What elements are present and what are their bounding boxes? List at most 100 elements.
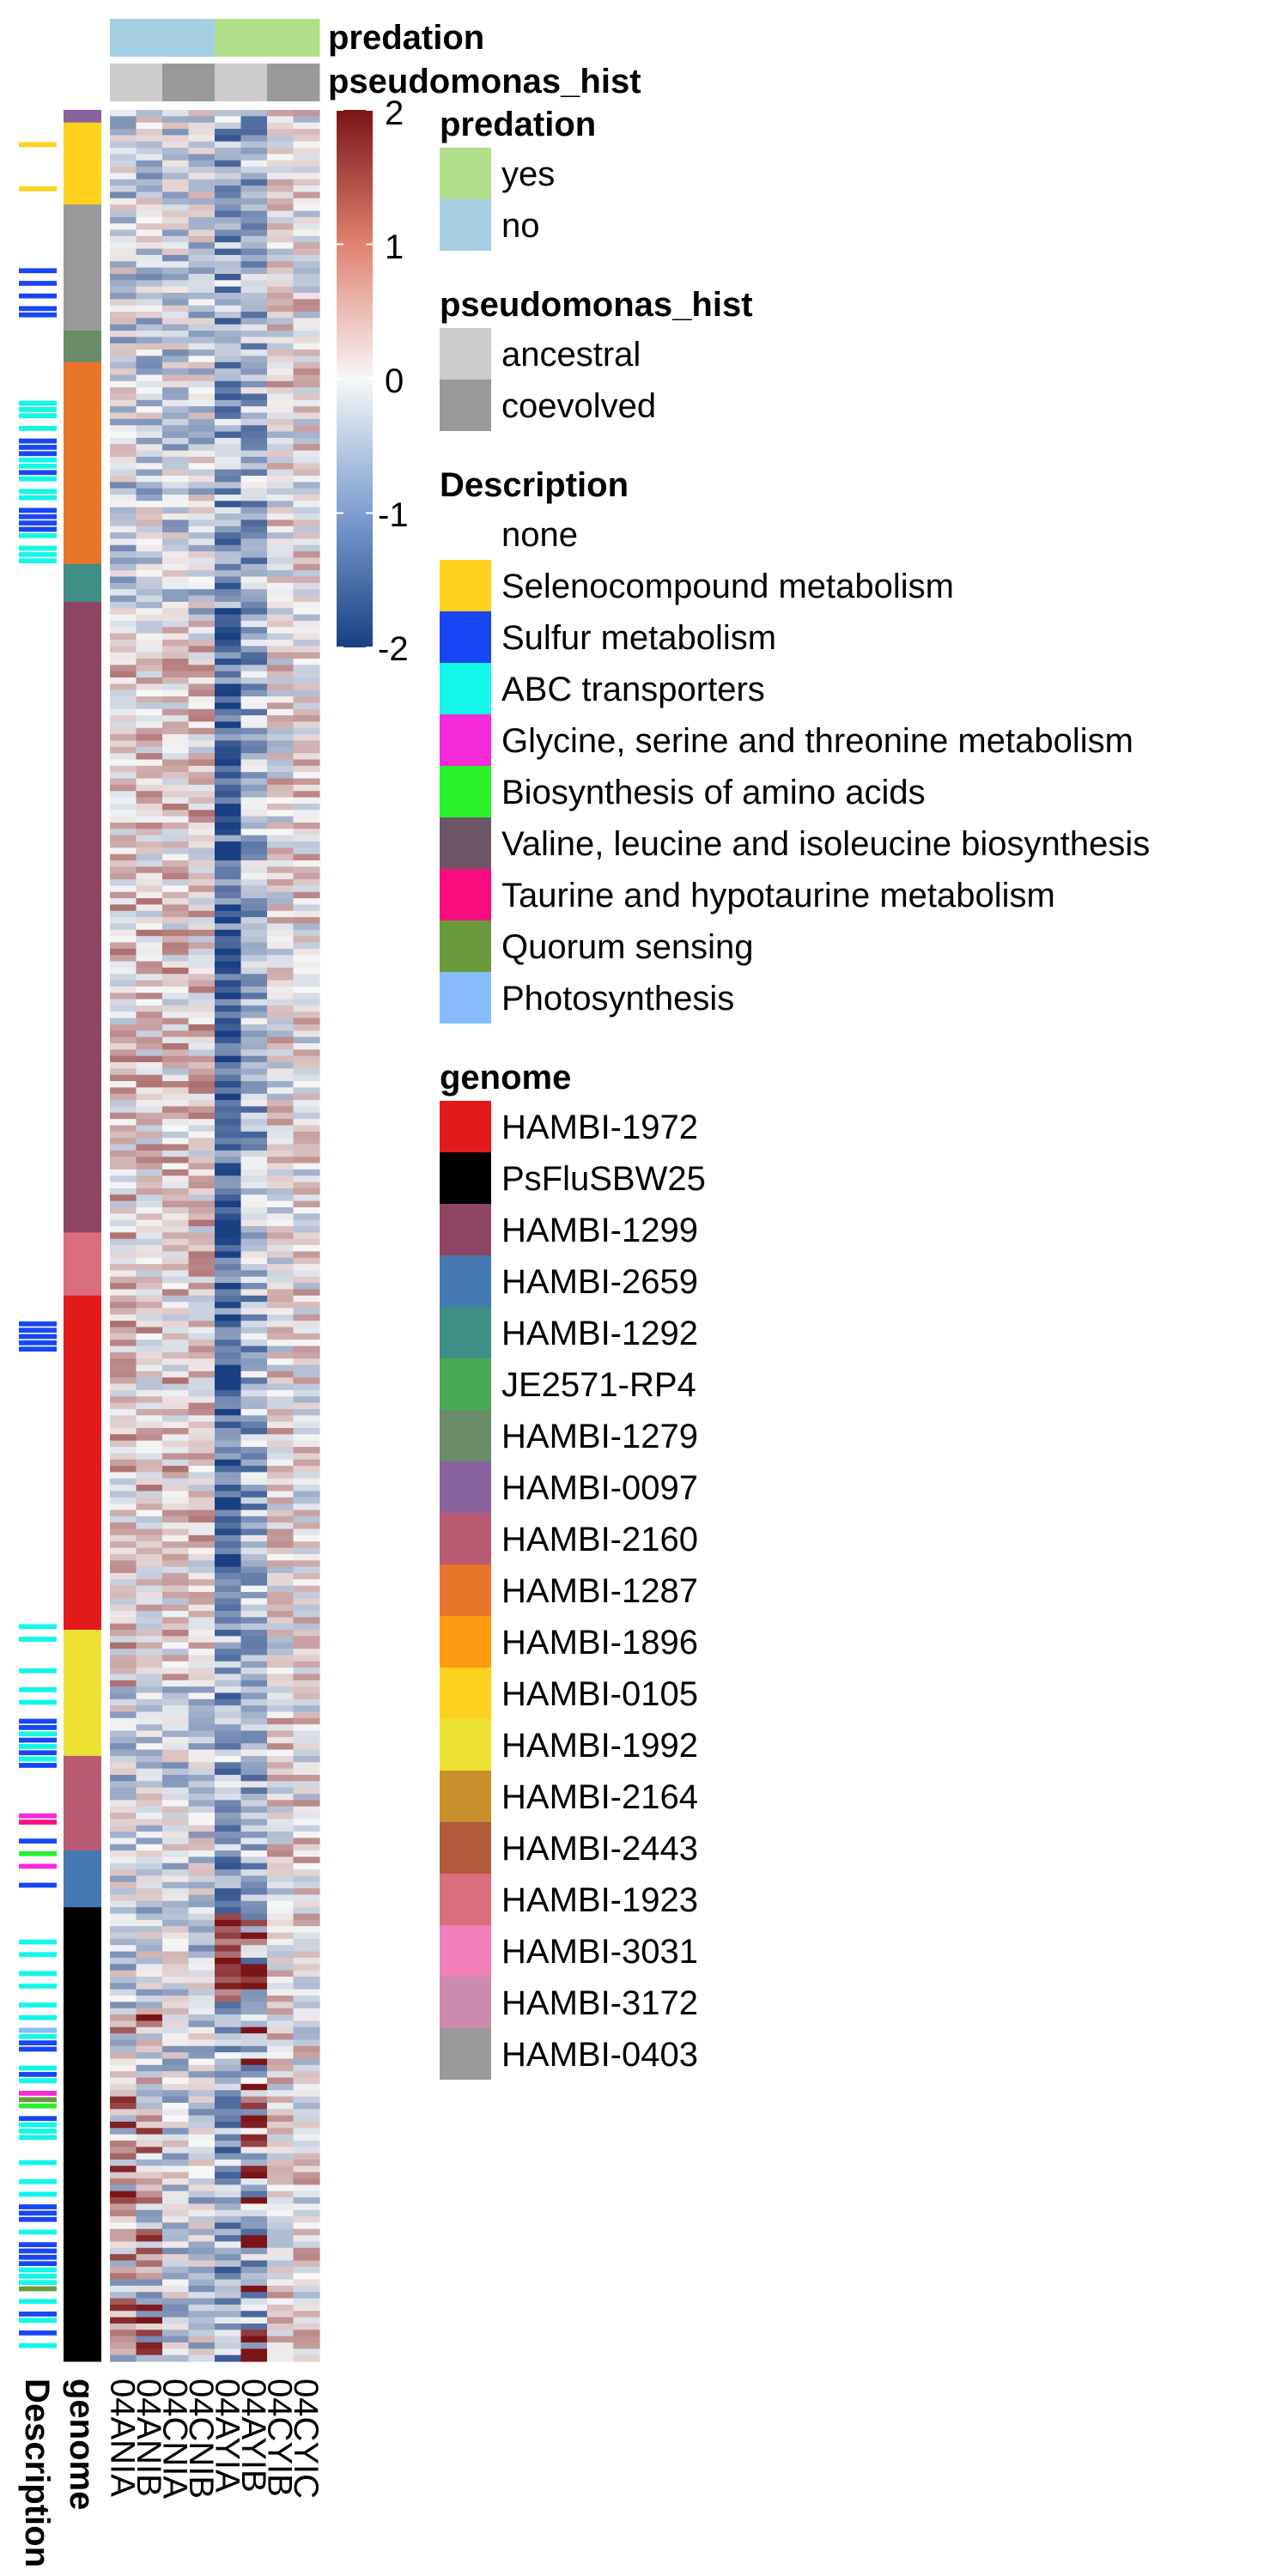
heatmap-cell [215, 2159, 242, 2166]
heatmap-cell [162, 980, 190, 987]
heatmap-cell [293, 1024, 320, 1031]
heatmap-cell [293, 343, 320, 350]
heatmap-cell [240, 1428, 268, 1435]
heatmap-cell [188, 1194, 216, 1202]
heatmap-cell [293, 1787, 320, 1795]
heatmap-cell [110, 1838, 137, 1845]
description-mark [19, 520, 57, 526]
heatmap-cell [240, 1825, 268, 1832]
heatmap-cell [215, 929, 242, 937]
heatmap-cell [110, 2197, 137, 2204]
heatmap-cell [136, 1472, 163, 1479]
heatmap-cell [136, 1749, 163, 1757]
heatmap-cell [136, 355, 163, 363]
legend-swatch [440, 1616, 491, 1668]
heatmap-cell [188, 1012, 216, 1019]
heatmap-cell [110, 829, 137, 836]
heatmap-cell [267, 1491, 295, 1498]
heatmap-cell [267, 633, 295, 641]
heatmap-cell [136, 1036, 163, 1044]
heatmap-cell [136, 1415, 163, 1423]
heatmap-cell [293, 2203, 320, 2211]
heatmap-cell [136, 1598, 163, 1606]
heatmap-cell [162, 652, 190, 659]
heatmap-cell [188, 1466, 216, 1473]
heatmap-cell [240, 1295, 268, 1303]
heatmap-cell [110, 923, 137, 931]
heatmap-cell [136, 368, 163, 376]
heatmap-cell [188, 1042, 216, 1050]
heatmap-cell [293, 1560, 320, 1568]
heatmap-cell [136, 2147, 163, 2154]
description-mark [19, 413, 57, 419]
heatmap-cell [215, 1302, 242, 1309]
heatmap-cell [215, 2304, 242, 2312]
heatmap-cell [136, 1364, 163, 1372]
heatmap-cell [188, 589, 216, 597]
heatmap-cell [267, 173, 295, 180]
heatmap-cell [215, 1093, 242, 1101]
heatmap-cell [267, 753, 295, 761]
heatmap-cell [136, 1838, 163, 1845]
heatmap-cell [267, 337, 295, 344]
heatmap-cell [162, 197, 190, 205]
heatmap-cell [110, 2096, 137, 2104]
description-mark [19, 306, 57, 312]
heatmap-cell [240, 829, 268, 836]
heatmap-cell [267, 1012, 295, 1019]
description-mark [19, 2216, 57, 2222]
heatmap-cell [136, 2190, 163, 2198]
heatmap-cell [162, 1333, 190, 1340]
heatmap-cell [293, 2083, 320, 2091]
heatmap-cell [110, 191, 137, 199]
heatmap-cell [188, 1585, 216, 1593]
heatmap-cell [162, 223, 190, 231]
heatmap-cell [162, 671, 190, 678]
heatmap-cell [215, 374, 242, 382]
heatmap-cell [267, 1869, 295, 1877]
heatmap-cell [136, 942, 163, 950]
legend-swatch [440, 1101, 491, 1152]
heatmap-cell [136, 582, 163, 590]
heatmap-cell [188, 1844, 216, 1851]
heatmap-cell [215, 1762, 242, 1770]
heatmap-cell [110, 652, 137, 659]
heatmap-cell [215, 110, 242, 117]
heatmap-cell [215, 917, 242, 925]
heatmap-cell [110, 1983, 137, 1990]
heatmap-cell [267, 1087, 295, 1095]
heatmap-cell [136, 810, 163, 817]
heatmap-cell [162, 1579, 190, 1587]
heatmap-cell [267, 361, 295, 369]
heatmap-cell [240, 1705, 268, 1713]
heatmap-cell [267, 923, 295, 931]
heatmap-cell [188, 2279, 216, 2287]
heatmap-cell [136, 1491, 163, 1498]
heatmap-cell [188, 904, 216, 912]
heatmap-cell [240, 482, 268, 489]
heatmap-cell [162, 273, 190, 281]
heatmap-cell [293, 683, 320, 691]
heatmap-cell [293, 154, 320, 161]
heatmap-cell [136, 1087, 163, 1095]
heatmap-cell [162, 191, 190, 199]
heatmap-cell [188, 1093, 216, 1101]
heatmap-cell [240, 2166, 268, 2173]
heatmap-cell [162, 1668, 190, 1675]
heatmap-cell [240, 1510, 268, 1517]
heatmap-cell [136, 412, 163, 420]
heatmap-cell [215, 2216, 242, 2224]
heatmap-cell [215, 1534, 242, 1542]
heatmap-cell [215, 1787, 242, 1795]
heatmap-cell [267, 1850, 295, 1858]
heatmap-cell [267, 1213, 295, 1221]
heatmap-cell [162, 2039, 190, 2047]
heatmap-cell [240, 948, 268, 956]
heatmap-cell [215, 412, 242, 420]
heatmap-cell [293, 160, 320, 167]
heatmap-cell [110, 620, 137, 628]
heatmap-cell [110, 2241, 137, 2249]
heatmap-cell [267, 1200, 295, 1208]
heatmap-cell [162, 708, 190, 716]
